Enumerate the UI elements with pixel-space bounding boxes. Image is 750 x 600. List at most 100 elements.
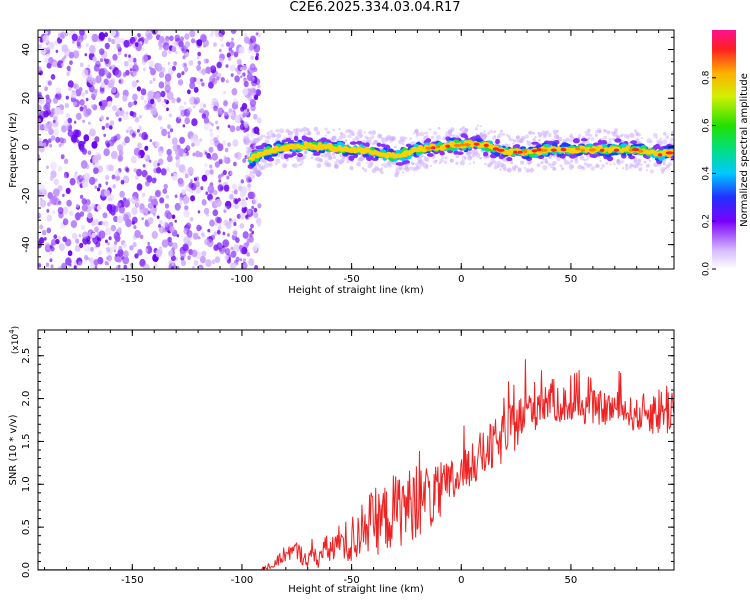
- noise-cell: [232, 139, 239, 147]
- ridge-halo-cell: [264, 162, 270, 168]
- noise-cell: [39, 110, 46, 120]
- ridge-halo-cell: [564, 160, 569, 165]
- noise-cell: [236, 58, 242, 65]
- noise-cell: [111, 136, 114, 140]
- noise-cell: [201, 250, 207, 257]
- noise-cell: [136, 183, 143, 191]
- noise-cell: [242, 88, 249, 96]
- noise-cell: [247, 95, 253, 101]
- noise-cell: [211, 30, 214, 34]
- ridge-halo-cell: [621, 160, 625, 164]
- ridge-cell: [614, 138, 622, 143]
- noise-cell: [200, 78, 203, 82]
- ridge-halo-cell: [590, 137, 595, 142]
- noise-cell: [42, 142, 47, 148]
- noise-cell: [171, 46, 177, 53]
- ridge-halo-cell: [370, 135, 375, 139]
- y-tick-label: 0: [21, 144, 32, 150]
- snr-y-label: SNR (10 * v/v): [8, 414, 19, 485]
- noise-cell: [213, 244, 219, 251]
- ridge-halo-cell: [371, 168, 377, 174]
- ridge-halo-cell: [435, 159, 438, 162]
- noise-cell: [132, 64, 139, 73]
- noise-cell: [171, 262, 175, 266]
- noise-cell: [156, 167, 162, 174]
- noise-cell: [67, 250, 73, 257]
- noise-cell: [216, 76, 220, 81]
- noise-cell: [117, 51, 122, 56]
- noise-cell: [147, 217, 154, 225]
- snr-x-axis: -150 -100 -50 0 50: [44, 330, 660, 586]
- ridge-halo-cell: [455, 161, 459, 165]
- y-tick-label: 20: [21, 92, 32, 105]
- noise-cell: [141, 192, 146, 198]
- noise-cell: [205, 259, 212, 268]
- noise-cell: [78, 234, 82, 238]
- noise-cell: [223, 219, 229, 226]
- noise-cell: [104, 58, 110, 65]
- colorbar-tick-label: 0.0: [702, 262, 712, 277]
- noise-cell: [137, 142, 143, 149]
- noise-cell: [46, 214, 53, 222]
- ridge-halo-cell: [610, 131, 613, 134]
- ridge-halo-cell: [316, 163, 322, 169]
- noise-cell: [75, 204, 79, 208]
- noise-cell: [174, 219, 177, 223]
- noise-cell: [55, 87, 62, 95]
- ridge-halo-cell: [557, 136, 563, 142]
- noise-cell: [207, 228, 211, 233]
- noise-cell: [95, 241, 101, 248]
- noise-cell: [208, 121, 212, 125]
- noise-cell: [40, 47, 47, 55]
- noise-cell: [73, 265, 77, 269]
- ridge-halo-cell: [497, 135, 501, 139]
- ridge-halo-cell: [536, 163, 541, 167]
- noise-cell: [176, 72, 182, 79]
- ridge-halo-cell: [324, 127, 328, 131]
- noise-cell: [252, 245, 258, 252]
- noise-cell: [257, 203, 262, 209]
- noise-cell: [62, 218, 69, 226]
- ridge-halo-cell: [248, 147, 253, 151]
- noise-cell: [249, 99, 257, 108]
- ridge-halo-cell: [430, 135, 435, 140]
- noise-cell: [125, 111, 129, 115]
- noise-cell: [243, 121, 249, 129]
- ridge-peak-cell: [513, 150, 518, 154]
- noise-cell: [112, 244, 118, 251]
- noise-cell: [94, 178, 98, 182]
- ridge-halo-cell: [302, 126, 308, 132]
- ridge-halo-cell: [295, 129, 299, 133]
- noise-cell: [168, 249, 174, 257]
- noise-cell: [67, 80, 74, 89]
- ridge-halo-cell: [255, 140, 258, 144]
- noise-cell: [212, 189, 218, 196]
- ridge-halo-cell: [361, 139, 366, 144]
- noise-cell: [110, 224, 117, 232]
- spectrogram-panel: -150 -100 -50 0 50 -40 -20 0 20 40 Height of str…: [8, 29, 675, 296]
- x-tick-label: 50: [565, 274, 578, 285]
- noise-cell: [73, 83, 77, 89]
- ridge-halo-cell: [449, 158, 455, 163]
- ridge-halo-cell: [444, 160, 448, 164]
- noise-cell: [87, 247, 91, 252]
- noise-cell: [94, 88, 98, 94]
- noise-cell: [233, 52, 239, 58]
- noise-cell: [49, 245, 53, 249]
- ridge-halo-cell: [585, 140, 589, 144]
- noise-cell: [139, 234, 144, 240]
- ridge-peak-cell: [657, 153, 663, 157]
- noise-cell: [41, 229, 47, 236]
- ridge-halo-cell: [383, 137, 389, 142]
- noise-cell: [79, 194, 84, 199]
- noise-cell: [149, 195, 153, 199]
- noise-cell: [57, 235, 61, 240]
- noise-cell: [240, 75, 243, 79]
- noise-cell: [190, 195, 196, 202]
- noise-cell: [227, 233, 230, 237]
- ridge-halo-cell: [254, 168, 258, 172]
- ridge-cell: [315, 151, 321, 156]
- noise-cell: [144, 248, 149, 253]
- noise-cell: [113, 215, 119, 223]
- noise-cell: [87, 64, 90, 68]
